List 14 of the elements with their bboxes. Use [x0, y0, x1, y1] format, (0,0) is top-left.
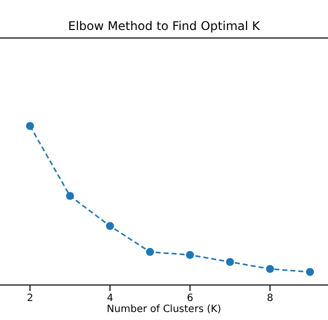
- point: [66, 192, 74, 200]
- chart-title: Elbow Method to Find Optimal K: [68, 19, 262, 33]
- x-tick-label: 4: [106, 293, 114, 304]
- point: [266, 264, 274, 273]
- x-tick-label: 6: [186, 293, 194, 304]
- point: [306, 268, 314, 276]
- point: [26, 122, 34, 130]
- point: [146, 248, 154, 256]
- x-tick-label: 2: [26, 293, 34, 304]
- point: [226, 258, 234, 266]
- point: [186, 250, 194, 259]
- x-axis-title: Number of Clusters (K): [106, 304, 222, 315]
- point: [106, 222, 114, 230]
- x-tick-label: 8: [266, 293, 274, 304]
